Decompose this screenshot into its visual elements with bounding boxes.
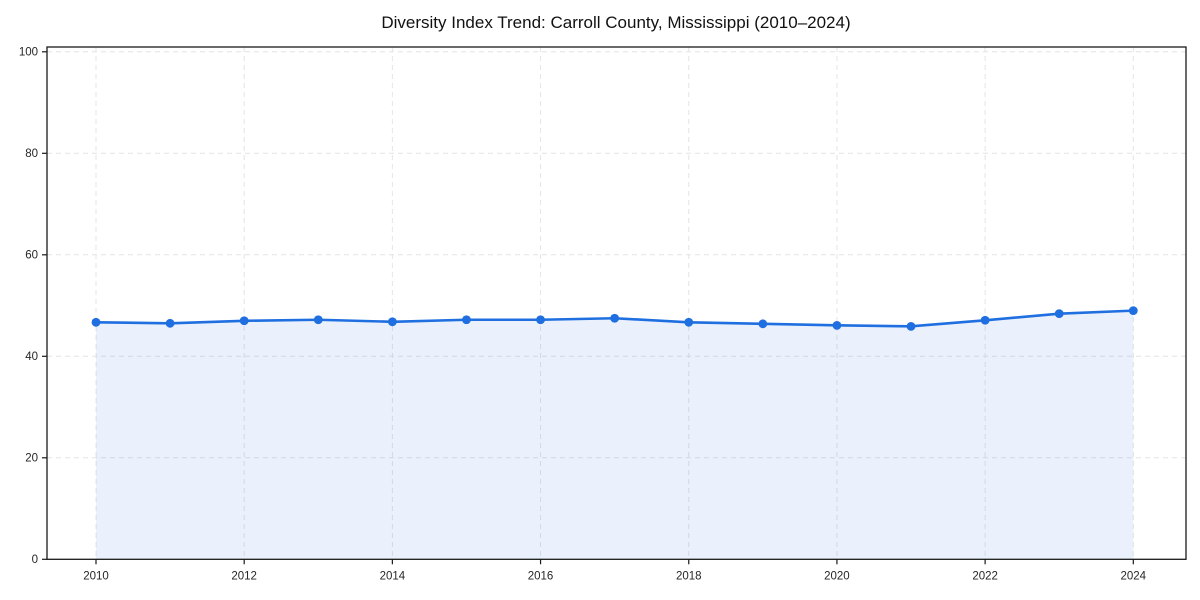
x-tick-label: 2020 [824,570,850,582]
data-point [536,315,545,325]
data-point [684,317,694,327]
x-tick-label: 2022 [972,570,998,582]
y-tick-label: 100 [19,47,38,59]
chart-title: Diversity Index Trend: Carroll County, M… [381,13,850,32]
data-point [758,319,768,329]
data-point [91,317,101,327]
data-point [1128,306,1138,316]
x-tick-label: 2016 [528,570,554,582]
axis-layer [42,46,1187,565]
data-point [239,316,249,326]
data-point [313,315,323,325]
x-tick-label: 2024 [1121,570,1147,582]
series-layer [91,306,1138,560]
y-tick-label: 40 [25,351,38,363]
x-tick-label: 2018 [676,570,702,582]
data-point [980,315,990,325]
y-tick-label: 20 [25,453,38,465]
x-tick-label: 2010 [83,570,109,582]
y-tick-label: 80 [25,148,38,160]
data-point [462,315,471,325]
x-tick-label: 2012 [231,570,257,582]
grid-layer [47,47,1186,560]
data-point [387,317,397,327]
data-point [165,318,175,328]
y-tick-label: 0 [32,554,38,566]
data-point [1054,309,1064,319]
data-point [610,313,620,323]
tick-label-layer: 0 20 40 60 80 100 2010 2012 2014 2016 2018 2020 2022… [19,47,1147,583]
series-area-fill [96,310,1134,560]
data-point [906,321,916,331]
x-tick-label: 2014 [380,570,406,582]
y-tick-label: 60 [25,250,38,262]
data-point [832,320,842,330]
plot-border [46,46,1187,560]
